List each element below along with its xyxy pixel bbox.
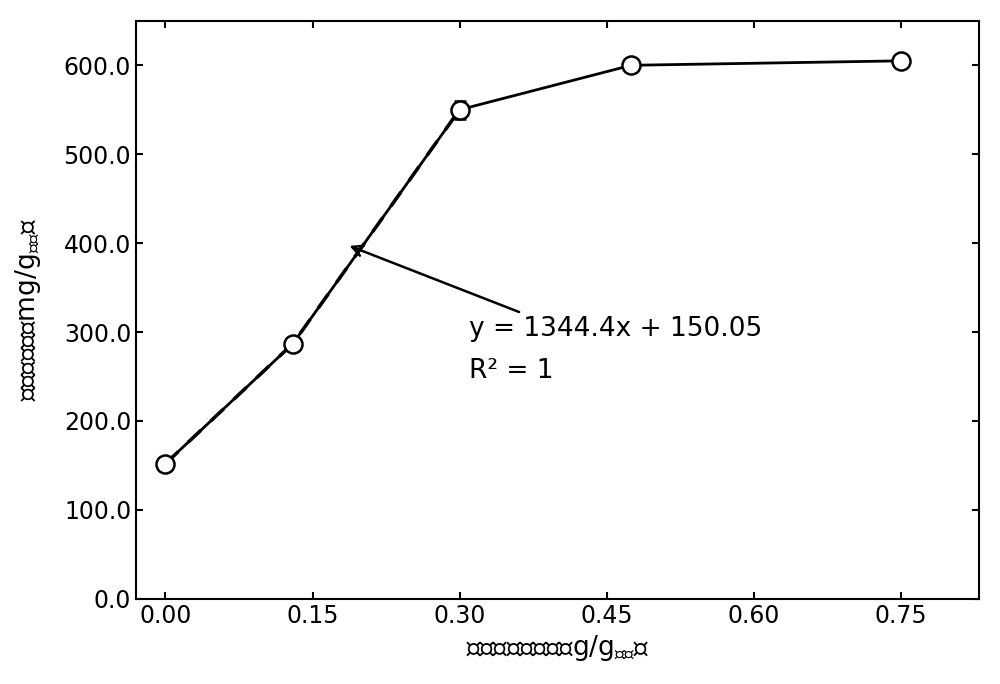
Text: y = 1344.4x + 150.05
R² = 1: y = 1344.4x + 150.05 R² = 1 xyxy=(352,246,763,384)
X-axis label: 过氧乙酸投加量（g/g$_{碎木}$）: 过氧乙酸投加量（g/g$_{碎木}$） xyxy=(466,633,649,663)
Y-axis label: 还原糖产率（mg/g$_{碎木}$）: 还原糖产率（mg/g$_{碎木}$） xyxy=(13,218,43,402)
